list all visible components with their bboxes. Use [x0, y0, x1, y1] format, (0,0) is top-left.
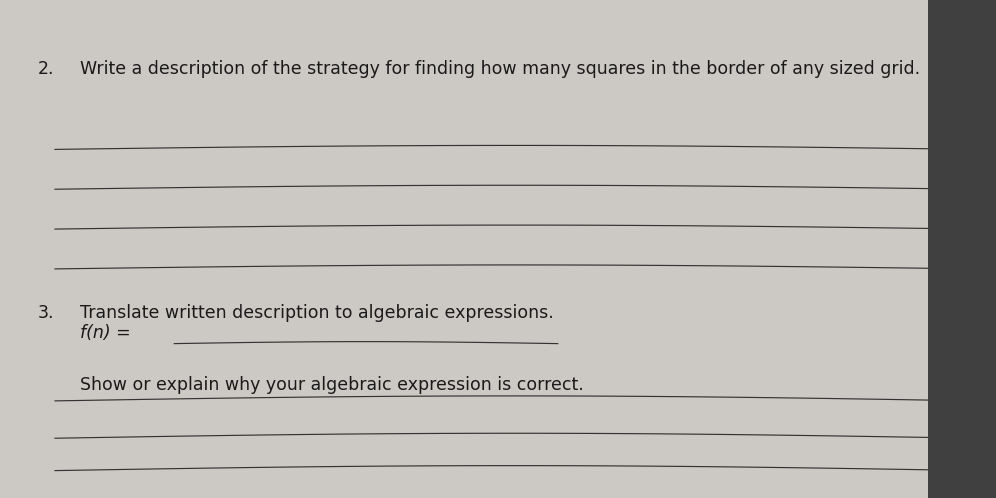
Text: Translate written description to algebraic expressions.: Translate written description to algebra…	[80, 304, 554, 322]
Text: 2.: 2.	[38, 60, 55, 78]
Text: Write a description of the strategy for finding how many squares in the border o: Write a description of the strategy for …	[80, 60, 919, 78]
FancyBboxPatch shape	[0, 0, 928, 498]
Text: f(n) =: f(n) =	[80, 324, 130, 342]
Text: 3.: 3.	[38, 304, 55, 322]
Text: Show or explain why your algebraic expression is correct.: Show or explain why your algebraic expre…	[80, 376, 584, 394]
FancyBboxPatch shape	[928, 0, 996, 498]
